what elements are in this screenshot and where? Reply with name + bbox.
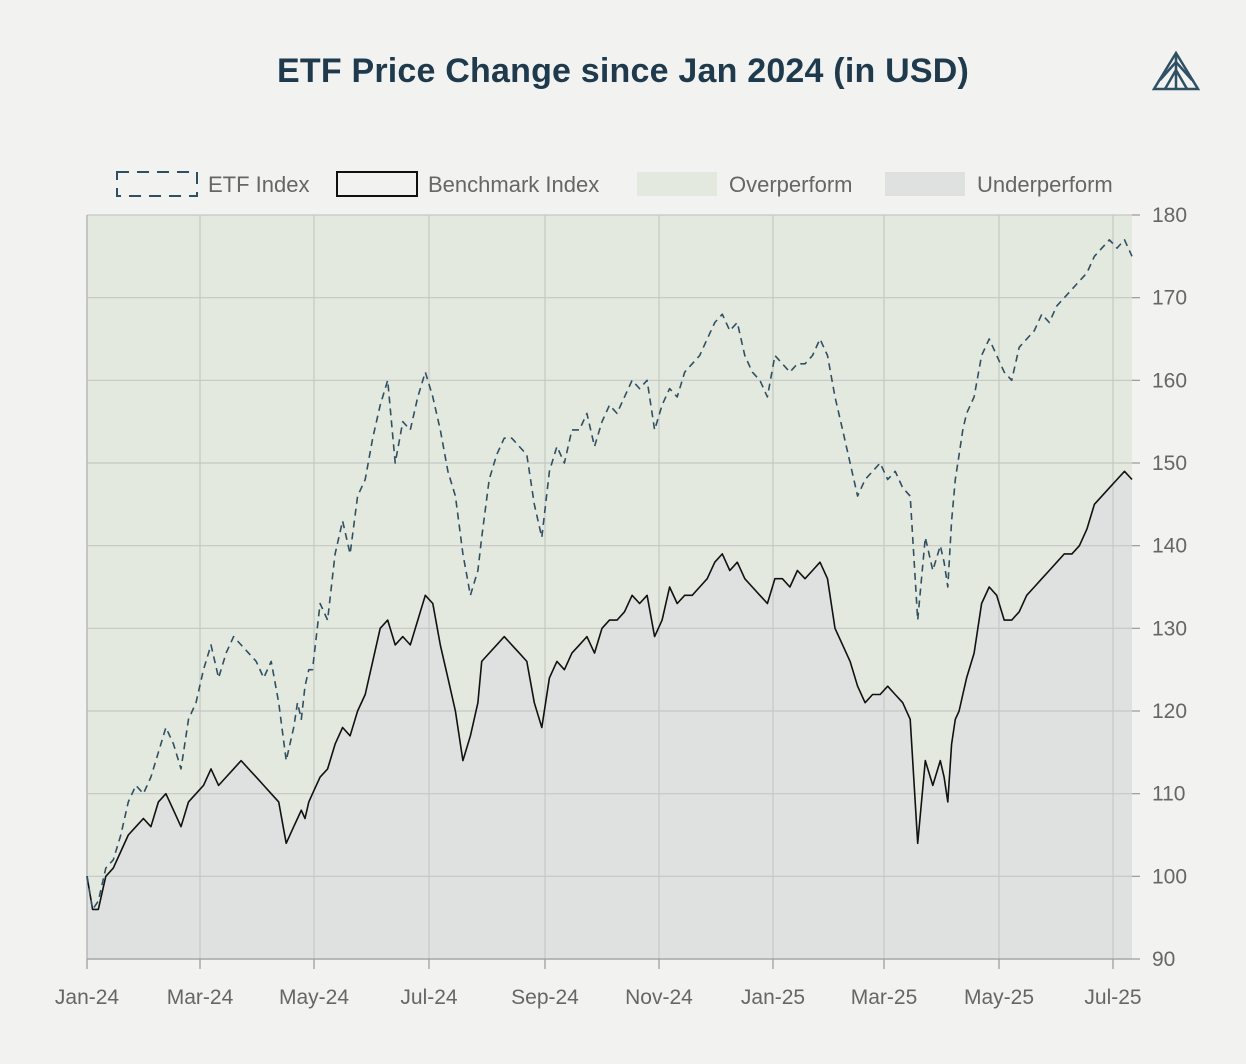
benchmark-index-line [86,470,1133,911]
underperform-area [87,471,1132,959]
y-tick-label: 100 [1152,865,1187,888]
legend-etf-label: ETF Index [208,172,309,197]
legend-etf-swatch [116,171,198,197]
x-tick-label: Mar-25 [851,986,918,1009]
x-tick-label: Nov-24 [625,986,693,1009]
x-tick-label: May-24 [279,986,349,1009]
y-tick-label: 170 [1152,287,1187,310]
chart-title: ETF Price Change since Jan 2024 (in USD) [276,52,969,90]
fill-layer [87,215,1132,959]
x-tick-label: Mar-24 [167,986,234,1009]
x-tick-label: May-25 [964,986,1034,1009]
legend-underperform-swatch [885,172,965,196]
y-tick-label: 160 [1152,369,1187,392]
etf-index-line [86,239,1133,911]
legend-underperform-label: Underperform [977,172,1113,197]
legend-benchmark-swatch [336,171,418,197]
y-tick-label: 120 [1152,700,1187,723]
legend-overperform-swatch [637,172,717,196]
x-tick-label: Jul-25 [1084,986,1141,1009]
line-layer [86,239,1133,911]
legend-benchmark-label: Benchmark Index [428,172,599,197]
logo-shape [1151,50,1201,91]
y-tick-label: 150 [1152,452,1187,475]
y-tick-label: 130 [1152,617,1187,640]
x-tick-label: Jan-25 [741,986,805,1009]
x-tick-label: Jan-24 [55,986,120,1009]
x-tick-label: Jul-24 [400,986,458,1009]
legend: ETF Index Benchmark Index Overperform Un… [116,171,1113,197]
mountain-triangle-icon [1151,50,1201,91]
x-tick-label: Sep-24 [511,986,579,1009]
axis-layer: 90 100 110 120 130 140 150 160 170 180 Jan-24 Mar-2… [55,204,1187,1009]
y-tick-label: 90 [1152,948,1175,971]
y-tick-label: 180 [1152,204,1187,227]
grid-layer [86,214,1132,960]
y-tick-label: 110 [1152,783,1185,806]
y-tick-label: 140 [1152,535,1187,558]
legend-overperform-label: Overperform [729,172,852,197]
